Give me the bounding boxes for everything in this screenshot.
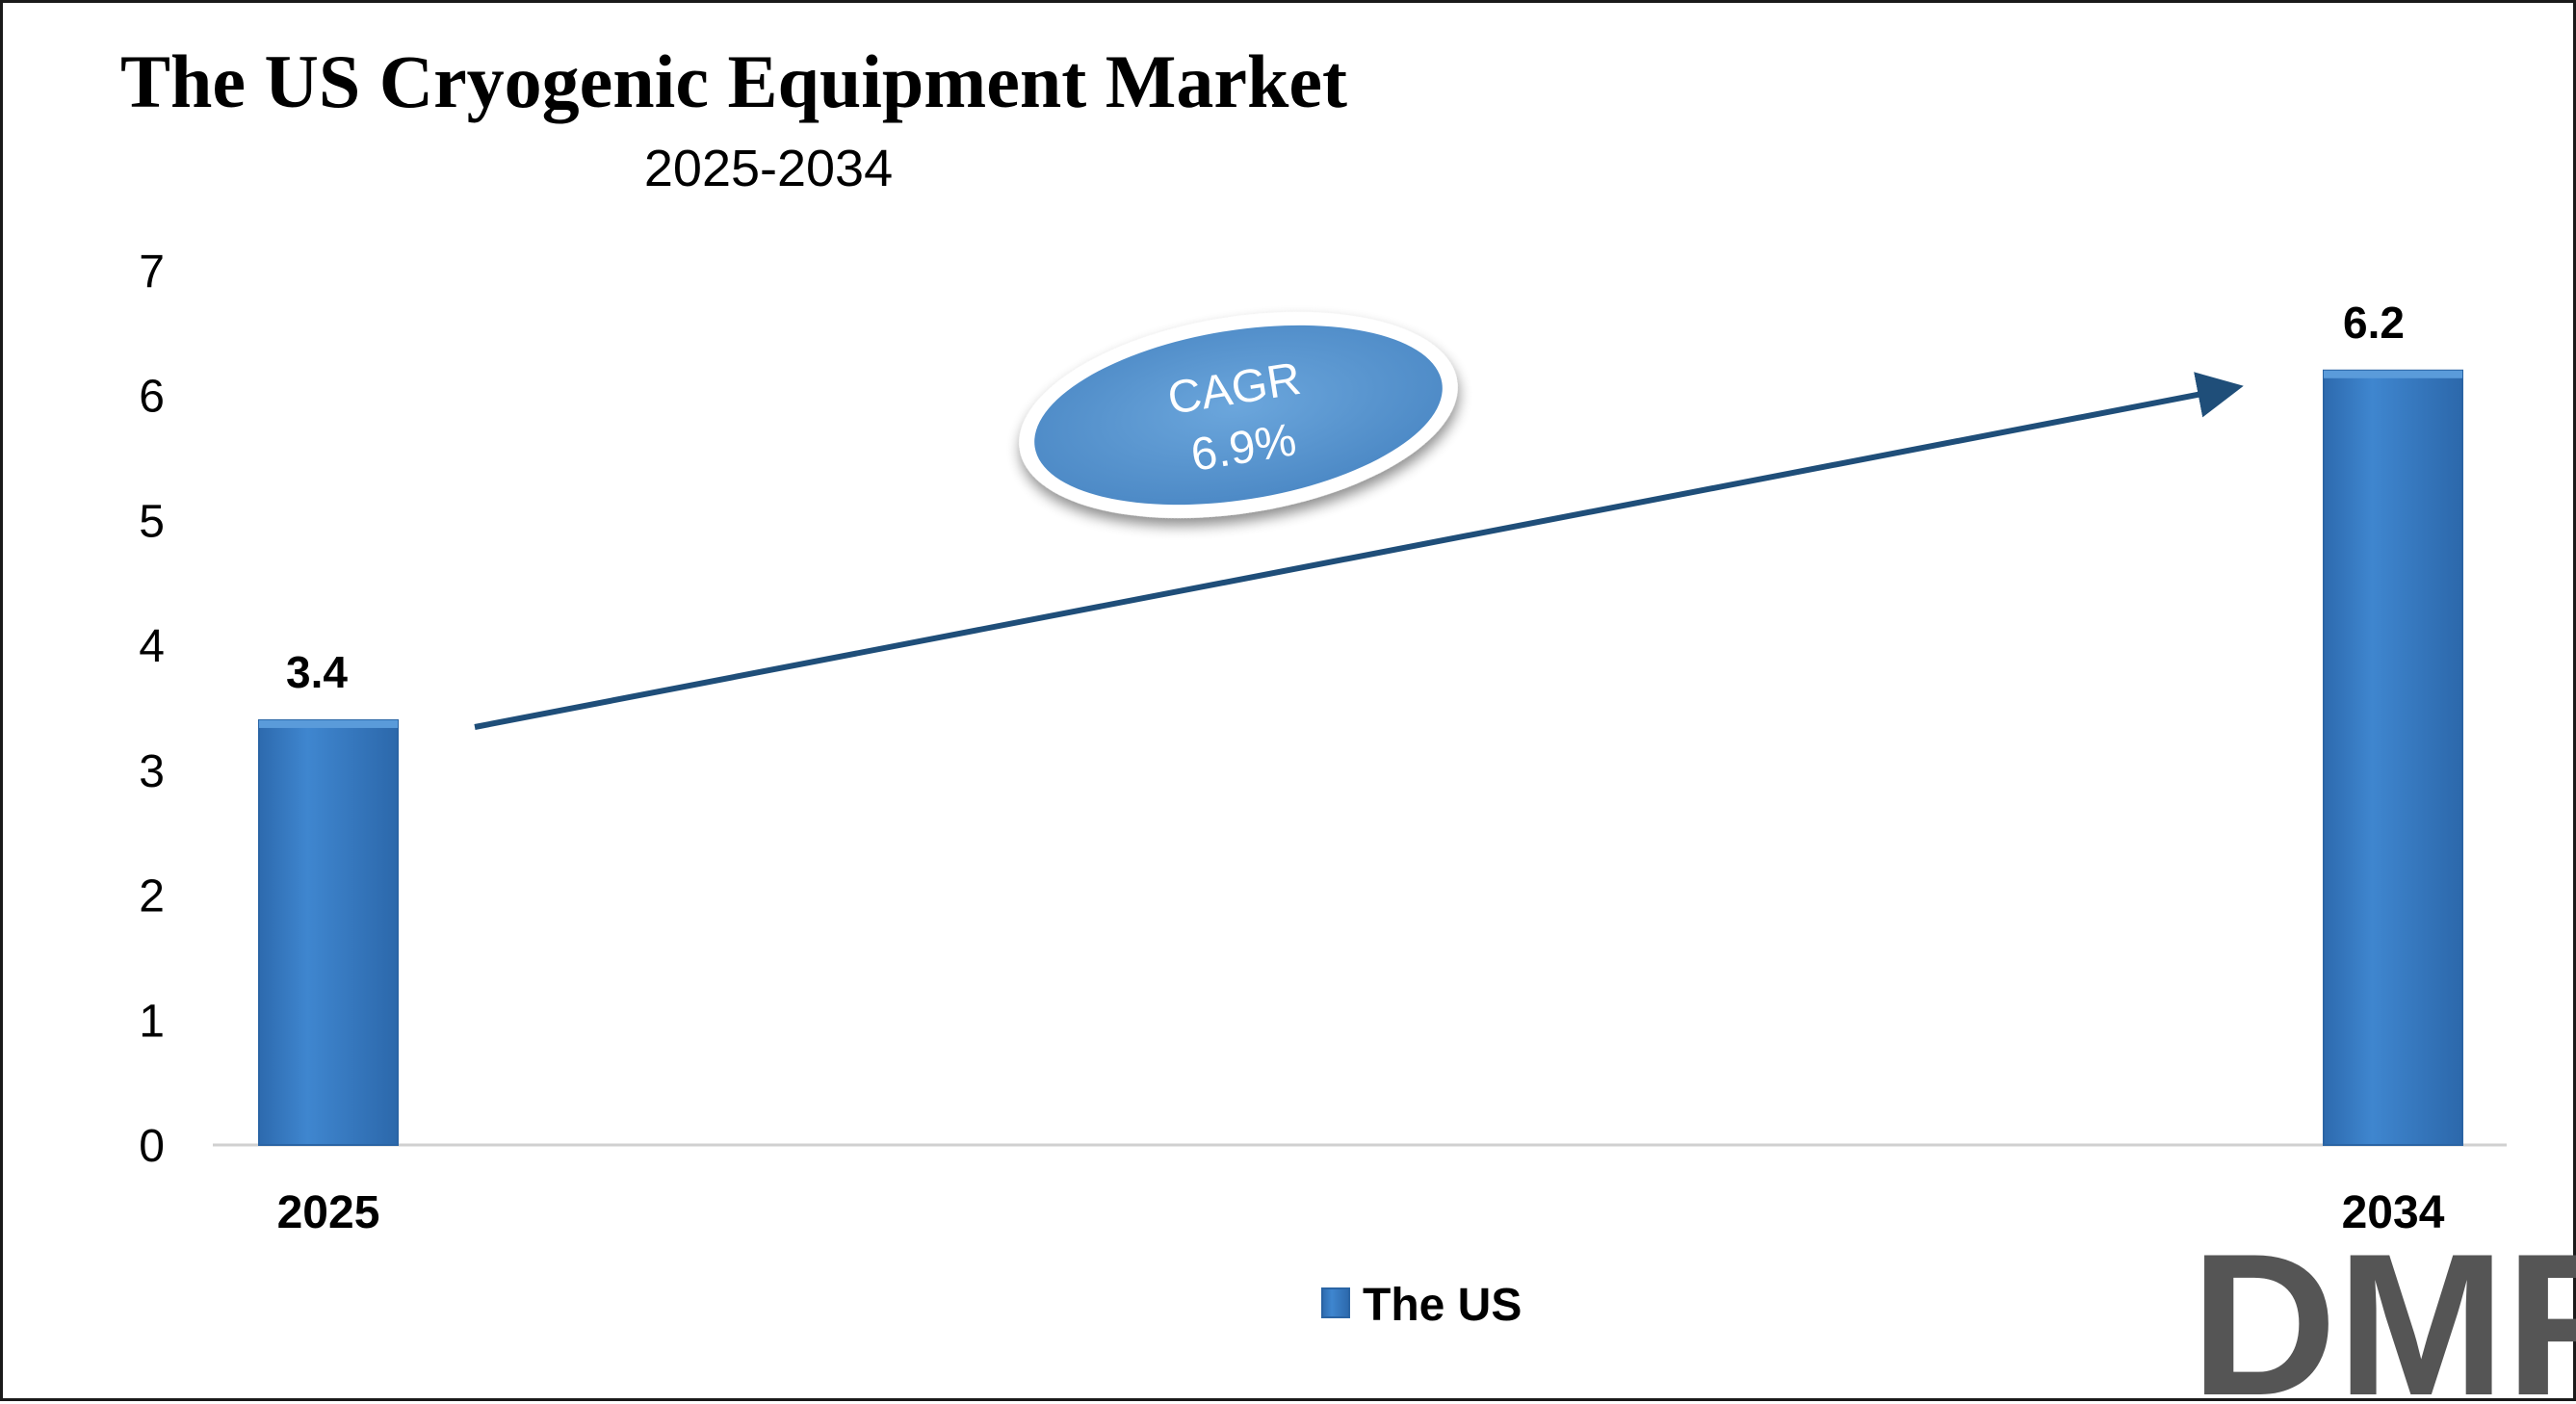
x-tick-label: 2034	[2342, 1187, 2445, 1238]
data-labels: 3.4 6.2	[286, 298, 2405, 697]
bar-2034	[2323, 369, 2463, 1146]
y-tick-label: 5	[139, 496, 165, 547]
data-label: 6.2	[2343, 298, 2405, 348]
dmr-logo: DMR	[2191, 1211, 2576, 1404]
trend-arrow	[474, 372, 2244, 730]
bar-cap	[2324, 370, 2462, 378]
bar-cap	[259, 719, 398, 728]
y-axis-ticks: 0 1 2 3 4 5 6 7	[139, 247, 165, 1172]
logo-text: DMR	[2191, 1211, 2576, 1404]
y-tick-label: 1	[139, 996, 165, 1047]
cagr-badge: CAGR 6.9%	[1019, 312, 1458, 518]
y-tick-label: 2	[139, 871, 165, 923]
legend-label: The US	[1363, 1280, 1522, 1331]
y-tick-label: 7	[139, 247, 165, 298]
chart-title: The US Cryogenic Equipment Market	[120, 39, 1347, 123]
y-tick-label: 6	[139, 372, 165, 423]
bar-group	[258, 369, 2463, 1146]
legend: The US	[1321, 1280, 1522, 1331]
y-tick-label: 4	[139, 621, 165, 672]
x-tick-label: 2025	[277, 1187, 380, 1238]
data-label: 3.4	[286, 647, 348, 697]
x-axis-ticks: 2025 2034	[277, 1187, 2445, 1238]
y-tick-label: 3	[139, 746, 165, 797]
y-tick-label: 0	[139, 1121, 165, 1172]
bar-2025	[258, 718, 399, 1146]
chart-canvas: The US Cryogenic Equipment Market 2025-2…	[120, 39, 2576, 1404]
cagr-ellipse	[1034, 325, 1443, 506]
legend-swatch	[1321, 1287, 1350, 1318]
chart-subtitle: 2025-2034	[644, 140, 893, 197]
